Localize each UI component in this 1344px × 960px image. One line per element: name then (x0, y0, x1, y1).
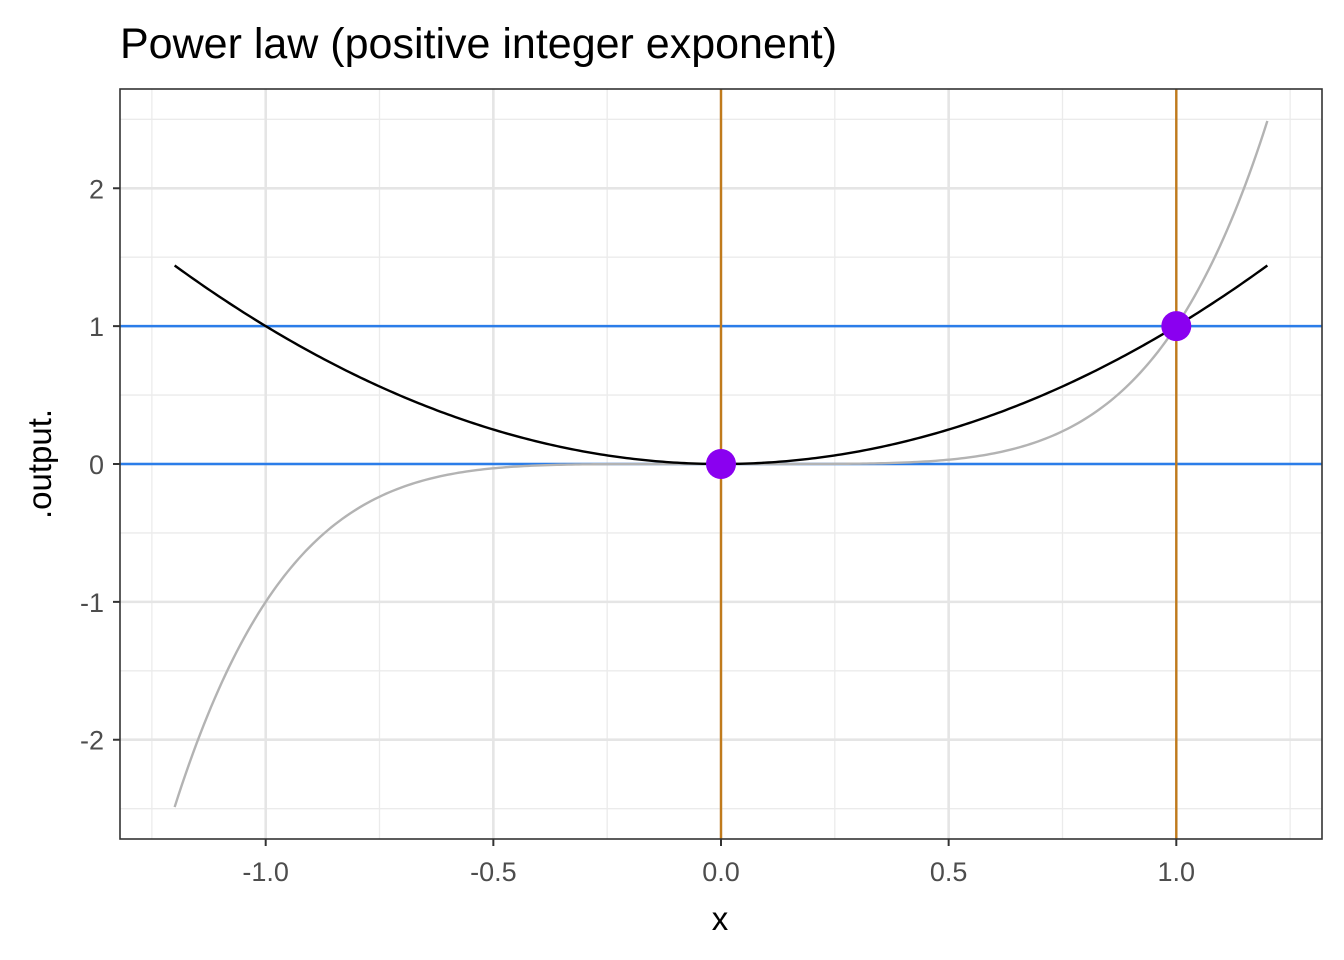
x-tick-label: 0.0 (702, 857, 740, 887)
y-tick-label: -2 (80, 726, 104, 756)
x-tick-label: -1.0 (242, 857, 289, 887)
y-tick-label: 1 (89, 312, 104, 342)
x-axis: -1.0 -0.5 0.0 0.5 1.0 (242, 839, 1195, 887)
x-tick-label: -0.5 (470, 857, 517, 887)
x-tick-label: 0.5 (930, 857, 968, 887)
chart-title: Power law (positive integer exponent) (120, 20, 837, 68)
point-marker (706, 449, 736, 479)
y-tick-label: -1 (80, 588, 104, 618)
x-tick-label: 1.0 (1158, 857, 1196, 887)
y-axis-title: .output. (21, 409, 58, 519)
point-marker (1161, 311, 1192, 342)
y-axis: -2 -1 0 1 2 (80, 174, 120, 756)
y-tick-label: 2 (89, 174, 104, 204)
y-tick-label: 0 (89, 450, 104, 480)
x-axis-title: x (712, 900, 729, 937)
highlight-points (706, 311, 1192, 479)
